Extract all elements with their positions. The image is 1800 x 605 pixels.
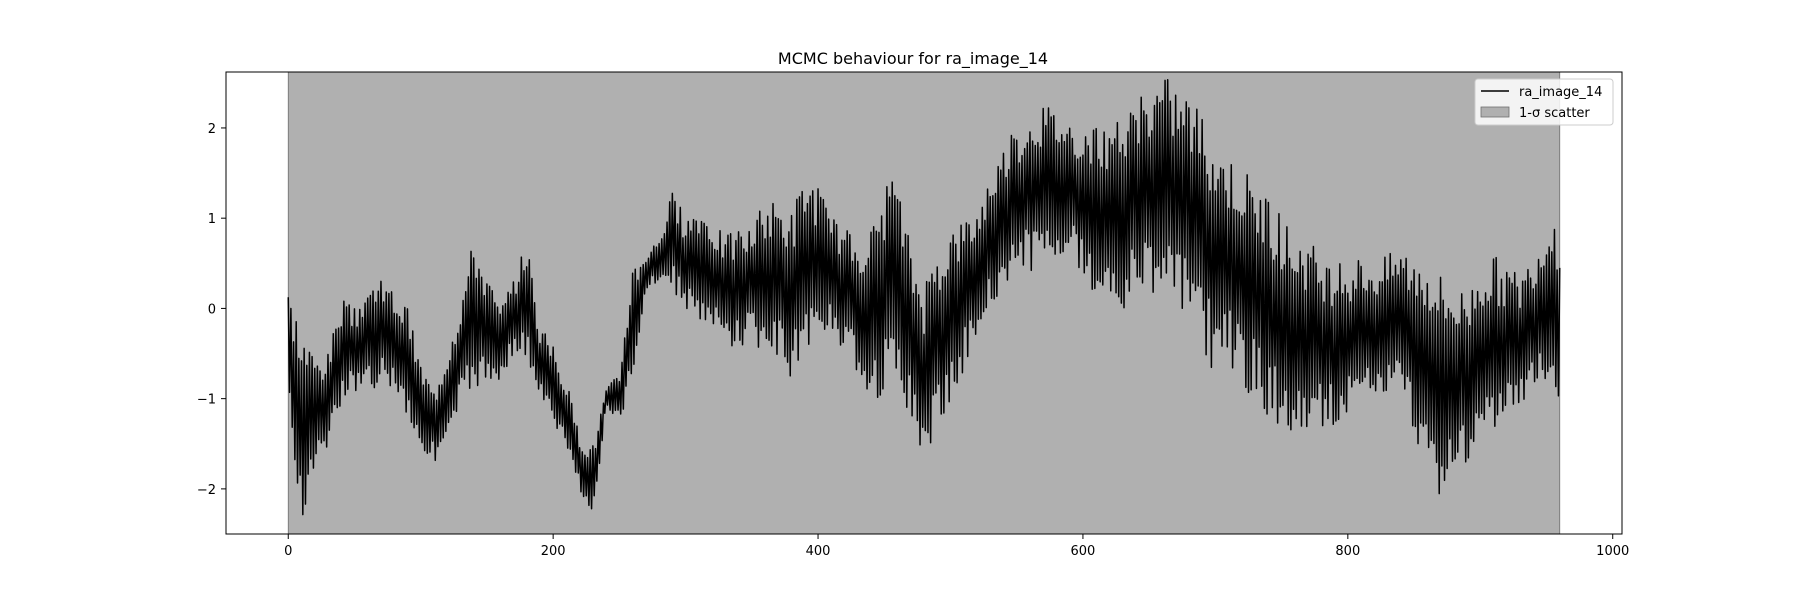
- legend-band-swatch: [1480, 106, 1510, 118]
- x-axis: 0 200 400 600 800 1000: [284, 534, 1629, 559]
- plot-area: [287, 72, 1561, 534]
- legend-label-band: 1-σ scatter: [1519, 106, 1590, 121]
- legend: ra_image_14 1-σ scatter: [1474, 78, 1614, 126]
- trace-line: [287, 79, 1561, 516]
- y-tick-label: −2: [197, 483, 216, 498]
- x-tick-label: 200: [541, 544, 566, 559]
- y-tick-label: 1: [208, 212, 216, 227]
- y-tick-label: 0: [208, 302, 216, 317]
- legend-box: [1474, 78, 1614, 126]
- x-tick-label: 600: [1071, 544, 1096, 559]
- x-tick-label: 400: [806, 544, 831, 559]
- y-tick-label: −1: [197, 393, 216, 408]
- x-tick-label: 0: [284, 544, 292, 559]
- plot-frame: [225, 71, 1623, 535]
- y-tick-label: 2: [208, 122, 216, 137]
- legend-label-trace: ra_image_14: [1519, 85, 1602, 100]
- y-axis: −2 −1 0 1 2: [197, 122, 226, 498]
- x-tick-label: 1000: [1596, 544, 1629, 559]
- x-tick-label: 800: [1335, 544, 1360, 559]
- chart-title: MCMC behaviour for ra_image_14: [778, 49, 1048, 69]
